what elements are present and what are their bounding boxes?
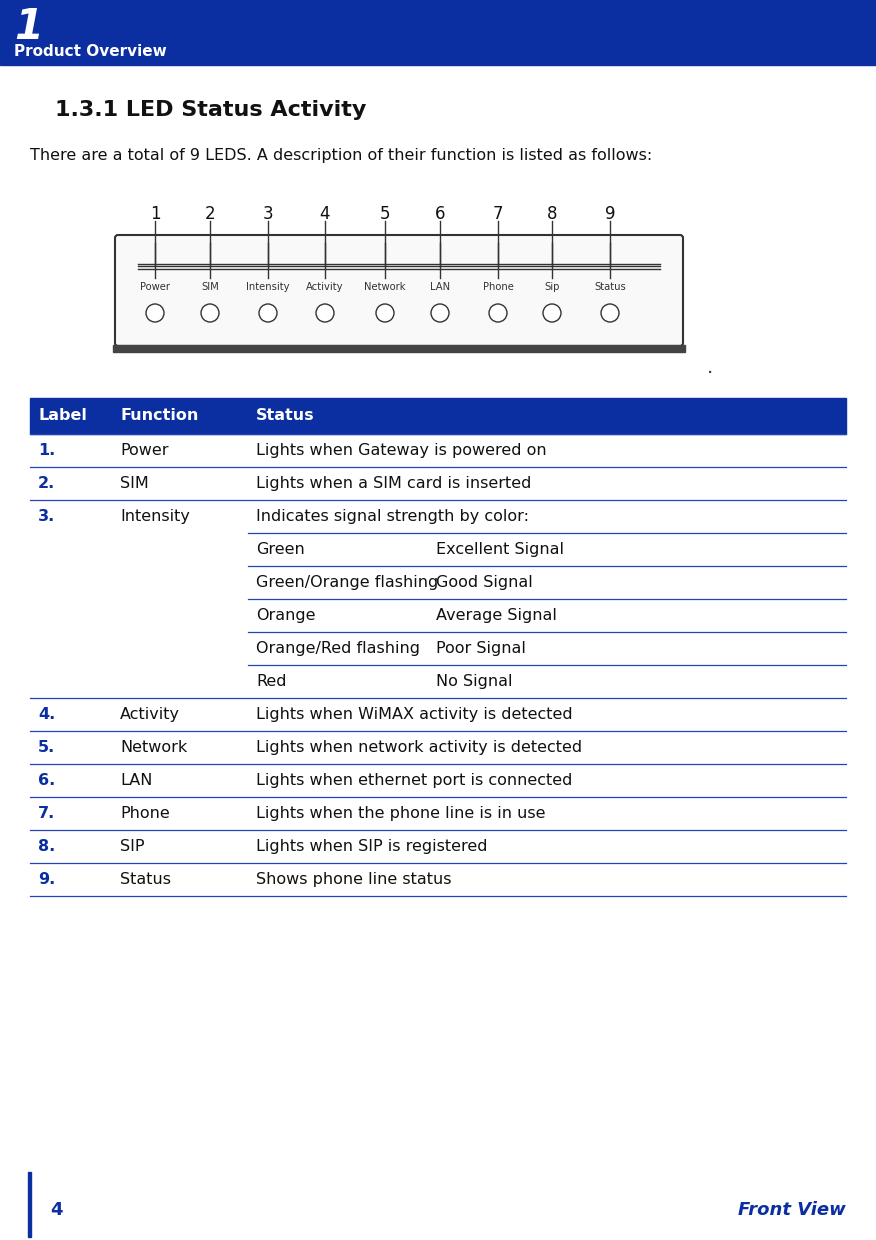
Text: Lights when SIP is registered: Lights when SIP is registered bbox=[256, 839, 488, 854]
Text: 4: 4 bbox=[50, 1202, 62, 1219]
Text: Network: Network bbox=[120, 740, 187, 755]
Text: Green: Green bbox=[256, 542, 305, 557]
Text: SIM: SIM bbox=[120, 476, 149, 491]
Circle shape bbox=[316, 304, 334, 322]
Text: .: . bbox=[707, 358, 713, 377]
Text: Lights when ethernet port is connected: Lights when ethernet port is connected bbox=[256, 773, 572, 787]
Text: LAN: LAN bbox=[430, 281, 450, 291]
Text: Intensity: Intensity bbox=[120, 508, 190, 525]
Text: Poor Signal: Poor Signal bbox=[436, 641, 526, 656]
Text: Activity: Activity bbox=[120, 707, 180, 722]
Text: Average Signal: Average Signal bbox=[436, 608, 557, 622]
Text: Indicates signal strength by color:: Indicates signal strength by color: bbox=[256, 508, 529, 525]
Text: Power: Power bbox=[140, 281, 170, 291]
Text: There are a total of 9 LEDS. A description of their function is listed as follow: There are a total of 9 LEDS. A descripti… bbox=[30, 148, 653, 162]
Text: Red: Red bbox=[256, 675, 286, 689]
FancyBboxPatch shape bbox=[115, 236, 683, 346]
Text: Network: Network bbox=[364, 281, 406, 291]
Text: Status: Status bbox=[594, 281, 625, 291]
Text: 8: 8 bbox=[547, 205, 557, 223]
Circle shape bbox=[601, 304, 619, 322]
Text: Product Overview: Product Overview bbox=[14, 43, 166, 60]
Circle shape bbox=[489, 304, 507, 322]
Text: 3: 3 bbox=[263, 205, 273, 223]
Text: Lights when the phone line is in use: Lights when the phone line is in use bbox=[256, 806, 546, 821]
Text: 5: 5 bbox=[380, 205, 390, 223]
Bar bbox=[28, 1172, 31, 1238]
Text: 4: 4 bbox=[320, 205, 330, 223]
Text: Lights when network activity is detected: Lights when network activity is detected bbox=[256, 740, 583, 755]
Text: 6: 6 bbox=[434, 205, 445, 223]
Text: 1: 1 bbox=[150, 205, 160, 223]
Text: 2: 2 bbox=[205, 205, 215, 223]
Circle shape bbox=[201, 304, 219, 322]
Text: Status: Status bbox=[120, 872, 171, 887]
Text: Phone: Phone bbox=[483, 281, 513, 291]
Text: Status: Status bbox=[256, 408, 314, 424]
Circle shape bbox=[146, 304, 164, 322]
Text: 1.3.1 LED Status Activity: 1.3.1 LED Status Activity bbox=[55, 100, 366, 120]
Text: Orange: Orange bbox=[256, 608, 315, 622]
Text: Lights when WiMAX activity is detected: Lights when WiMAX activity is detected bbox=[256, 707, 573, 722]
Circle shape bbox=[259, 304, 277, 322]
Text: 6.: 6. bbox=[38, 773, 55, 787]
Text: 7.: 7. bbox=[38, 806, 55, 821]
Bar bbox=[113, 345, 685, 352]
Bar bbox=[0, 0, 876, 64]
Text: SIP: SIP bbox=[120, 839, 145, 854]
Text: Phone: Phone bbox=[120, 806, 170, 821]
Text: 1.: 1. bbox=[38, 443, 55, 458]
Text: Green/Orange flashing: Green/Orange flashing bbox=[256, 575, 438, 590]
Text: Label: Label bbox=[38, 408, 87, 424]
Text: 4.: 4. bbox=[38, 707, 55, 722]
Circle shape bbox=[431, 304, 449, 322]
Bar bbox=[30, 398, 846, 434]
Circle shape bbox=[376, 304, 394, 322]
Text: 2.: 2. bbox=[38, 476, 55, 491]
Text: Front View: Front View bbox=[738, 1202, 846, 1219]
Text: 8.: 8. bbox=[38, 839, 55, 854]
Text: Intensity: Intensity bbox=[246, 281, 290, 291]
Text: Lights when Gateway is powered on: Lights when Gateway is powered on bbox=[256, 443, 547, 458]
Text: 1: 1 bbox=[14, 6, 43, 48]
Text: SIM: SIM bbox=[201, 281, 219, 291]
Text: 9: 9 bbox=[604, 205, 615, 223]
Text: LAN: LAN bbox=[120, 773, 152, 787]
Text: 9.: 9. bbox=[38, 872, 55, 887]
Text: Shows phone line status: Shows phone line status bbox=[256, 872, 451, 887]
Text: 7: 7 bbox=[492, 205, 503, 223]
Text: Orange/Red flashing: Orange/Red flashing bbox=[256, 641, 420, 656]
Text: Activity: Activity bbox=[307, 281, 343, 291]
Text: Lights when a SIM card is inserted: Lights when a SIM card is inserted bbox=[256, 476, 532, 491]
Text: Excellent Signal: Excellent Signal bbox=[436, 542, 564, 557]
Text: Function: Function bbox=[120, 408, 198, 424]
Text: Good Signal: Good Signal bbox=[436, 575, 533, 590]
Text: No Signal: No Signal bbox=[436, 675, 512, 689]
Circle shape bbox=[543, 304, 561, 322]
Text: Power: Power bbox=[120, 443, 168, 458]
Text: 3.: 3. bbox=[38, 508, 55, 525]
Text: Sip: Sip bbox=[544, 281, 560, 291]
Text: 5.: 5. bbox=[38, 740, 55, 755]
